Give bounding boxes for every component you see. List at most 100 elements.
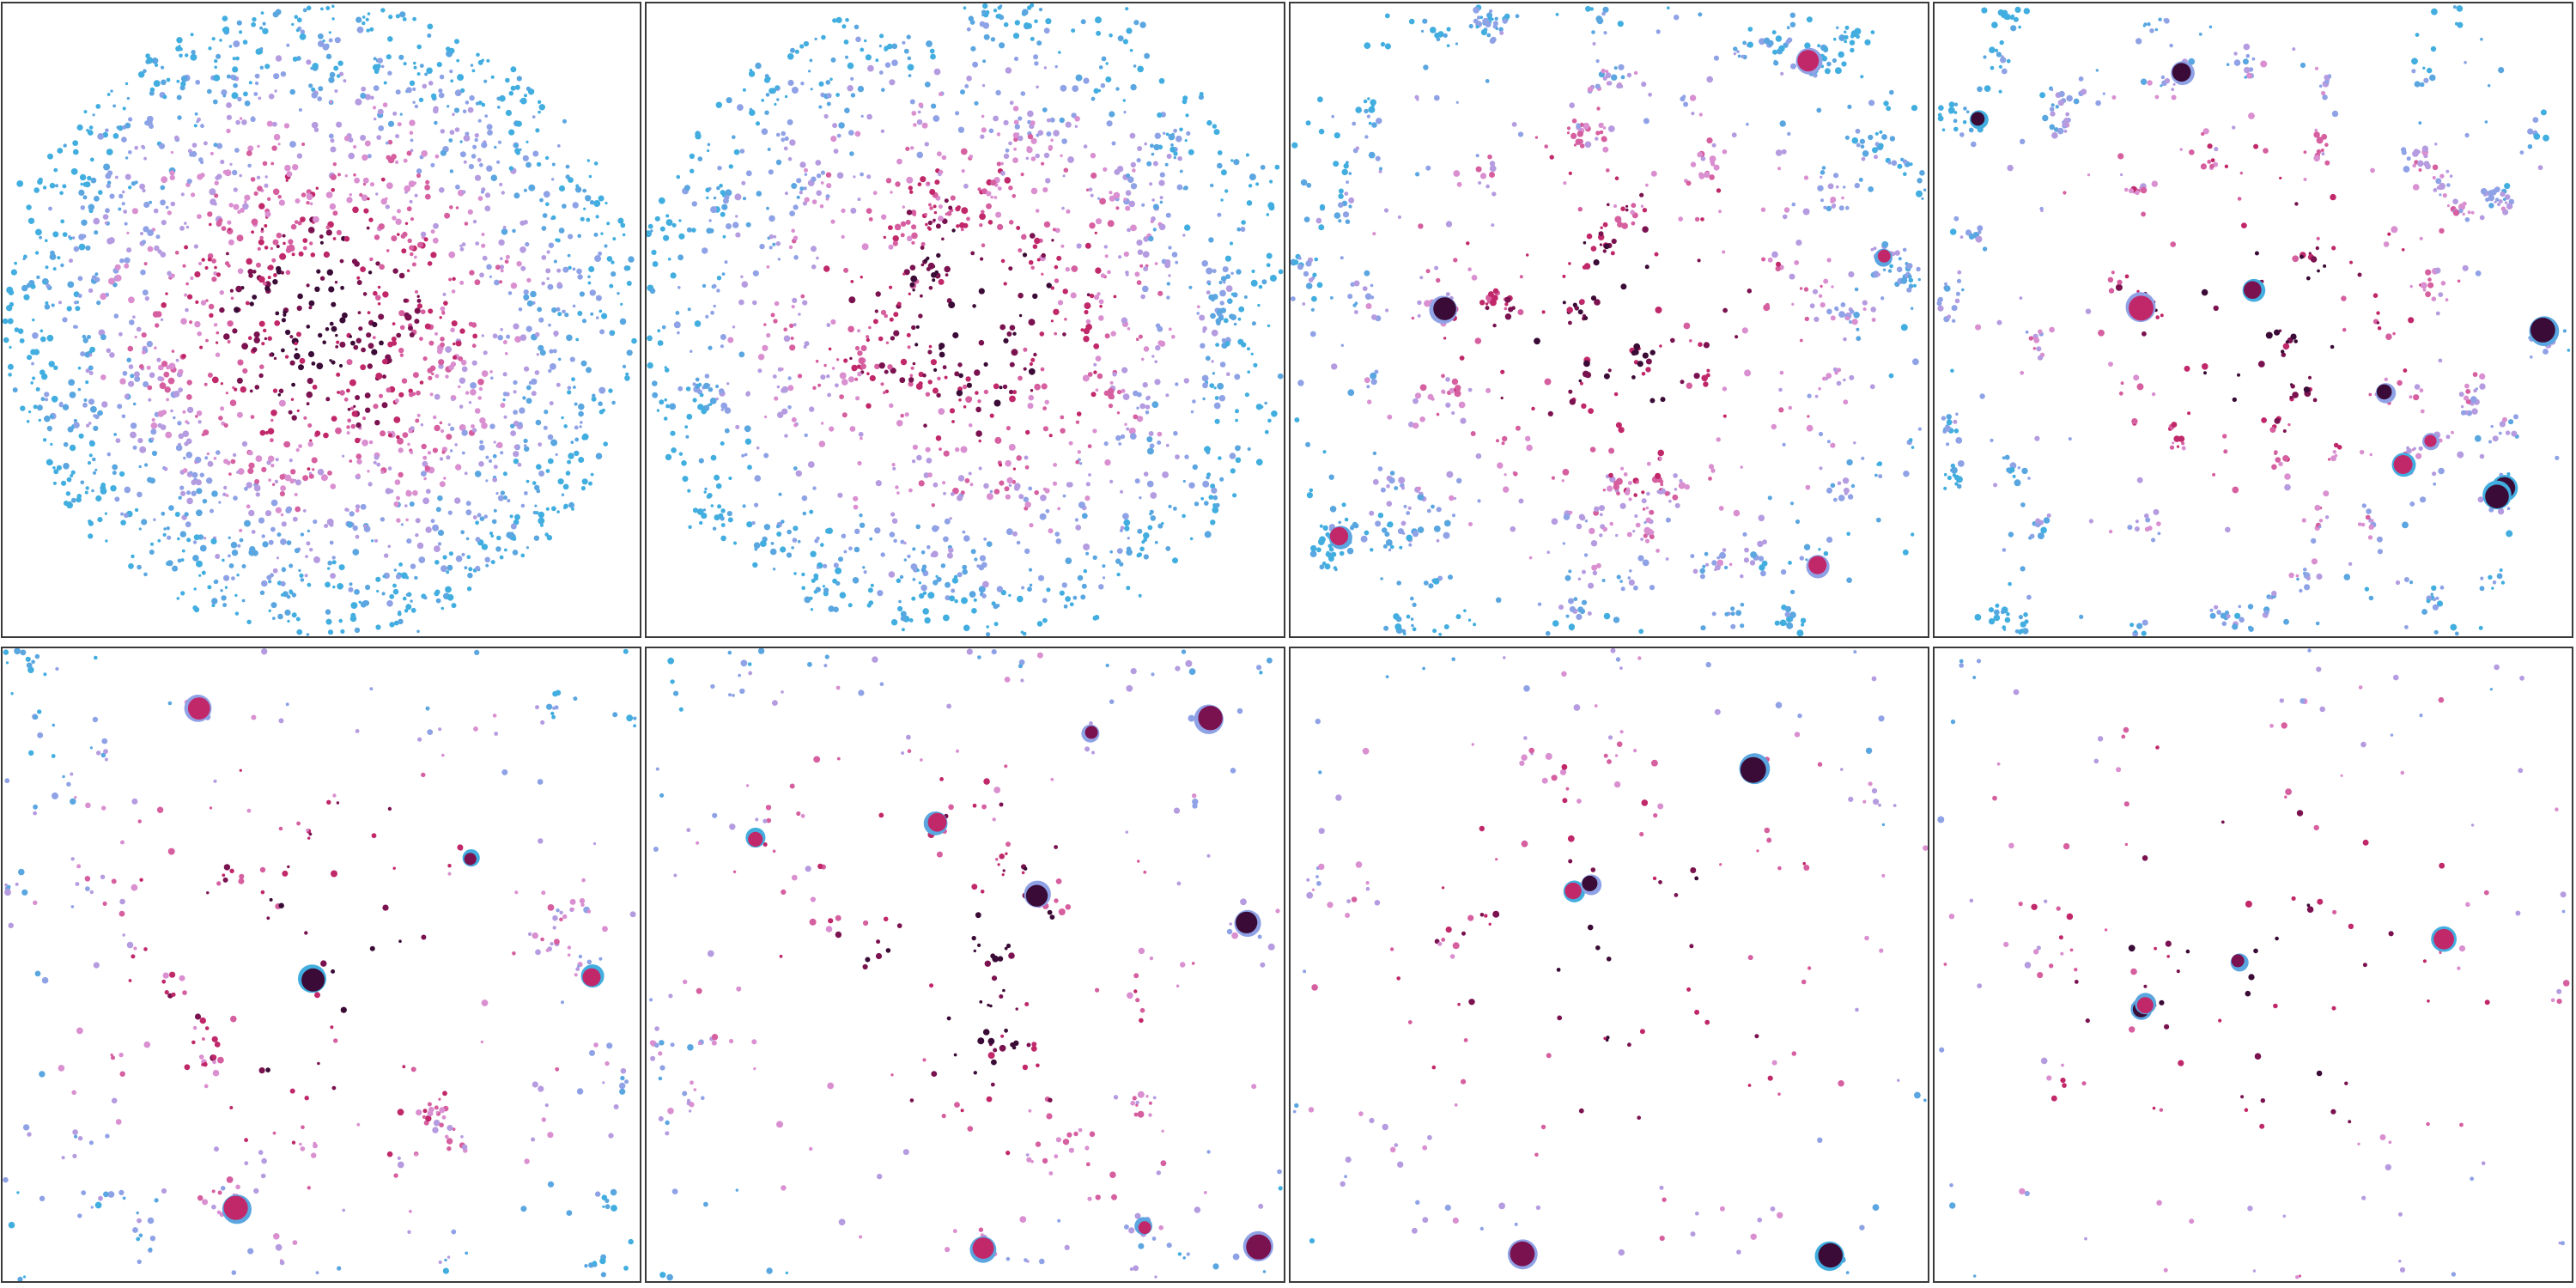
data-point — [1607, 368, 1612, 373]
data-point — [1331, 551, 1337, 557]
data-point — [1050, 138, 1054, 143]
data-point — [109, 193, 115, 199]
data-point — [402, 17, 407, 21]
data-point — [1519, 275, 1523, 279]
data-point — [1141, 203, 1145, 207]
data-point — [76, 124, 83, 131]
data-point — [9, 345, 12, 349]
data-point — [1243, 295, 1248, 299]
data-point — [1138, 334, 1143, 339]
data-point — [490, 174, 498, 181]
data-point — [772, 568, 776, 571]
data-point — [325, 229, 332, 236]
data-point — [1012, 194, 1017, 198]
data-point — [1894, 250, 1900, 256]
data-point — [1051, 239, 1054, 242]
data-point — [1125, 273, 1129, 276]
data-point — [302, 238, 308, 243]
data-point — [1111, 141, 1116, 146]
data-point — [568, 501, 575, 508]
data-point — [336, 121, 343, 128]
data-point — [131, 554, 135, 559]
data-point — [693, 387, 696, 391]
data-point — [664, 398, 667, 402]
data-point — [866, 335, 870, 339]
data-point — [85, 486, 89, 490]
data-point — [49, 253, 57, 260]
data-point — [409, 332, 415, 337]
data-point — [547, 283, 554, 290]
data-point — [151, 58, 159, 64]
data-point — [1511, 122, 1517, 127]
data-point — [455, 184, 460, 190]
data-point — [890, 368, 896, 374]
data-point — [465, 537, 470, 541]
data-point — [1103, 390, 1109, 396]
data-point — [851, 366, 857, 372]
data-point — [449, 205, 453, 210]
data-point — [1370, 99, 1376, 106]
data-point — [58, 403, 64, 408]
data-point — [1407, 506, 1412, 510]
data-point — [241, 440, 248, 447]
data-point — [430, 93, 437, 100]
data-point — [685, 386, 691, 392]
data-point — [1805, 558, 1808, 562]
data-point — [274, 479, 279, 483]
data-point — [353, 404, 356, 408]
data-point — [1902, 159, 1908, 164]
data-point — [1146, 395, 1151, 400]
data-point — [1053, 463, 1057, 467]
data-point — [920, 567, 927, 573]
data-point — [1803, 287, 1809, 292]
data-point — [1460, 417, 1467, 424]
data-point — [10, 269, 17, 276]
data-point — [423, 477, 427, 481]
data-point — [1775, 265, 1781, 272]
data-point — [1862, 300, 1868, 306]
data-point — [538, 517, 545, 525]
data-point — [185, 452, 193, 459]
data-point — [1142, 382, 1148, 388]
data-point — [1152, 228, 1157, 232]
data-point — [367, 363, 373, 369]
data-point — [935, 223, 941, 229]
data-point — [1162, 471, 1169, 478]
data-point — [854, 377, 859, 381]
data-point — [225, 392, 228, 395]
data-point — [1122, 99, 1126, 102]
data-point — [1319, 524, 1323, 528]
data-point — [1693, 373, 1700, 380]
data-point — [461, 190, 466, 195]
data-point — [1020, 173, 1024, 177]
data-point — [419, 380, 424, 385]
data-point — [154, 346, 157, 350]
data-point — [78, 433, 84, 439]
data-point — [196, 488, 203, 495]
data-point — [276, 265, 282, 272]
data-point — [331, 556, 336, 560]
data-point — [1479, 173, 1487, 179]
data-point — [815, 160, 822, 166]
data-point — [1328, 547, 1334, 552]
data-point — [850, 76, 854, 81]
data-point — [364, 392, 371, 398]
data-point — [412, 372, 419, 379]
data-point — [1371, 122, 1377, 128]
data-point — [811, 264, 817, 270]
data-point — [1036, 85, 1039, 89]
data-point — [386, 141, 389, 145]
data-point — [398, 392, 404, 398]
data-point — [1377, 466, 1383, 471]
data-point — [1649, 349, 1656, 355]
data-point — [387, 430, 391, 434]
data-point — [1300, 179, 1308, 186]
data-point — [1821, 55, 1828, 62]
data-point — [715, 397, 719, 401]
data-point — [1782, 442, 1786, 447]
data-point — [295, 617, 301, 622]
data-point — [545, 268, 551, 274]
data-point — [228, 203, 234, 208]
data-point — [413, 255, 417, 259]
data-point — [221, 226, 227, 231]
